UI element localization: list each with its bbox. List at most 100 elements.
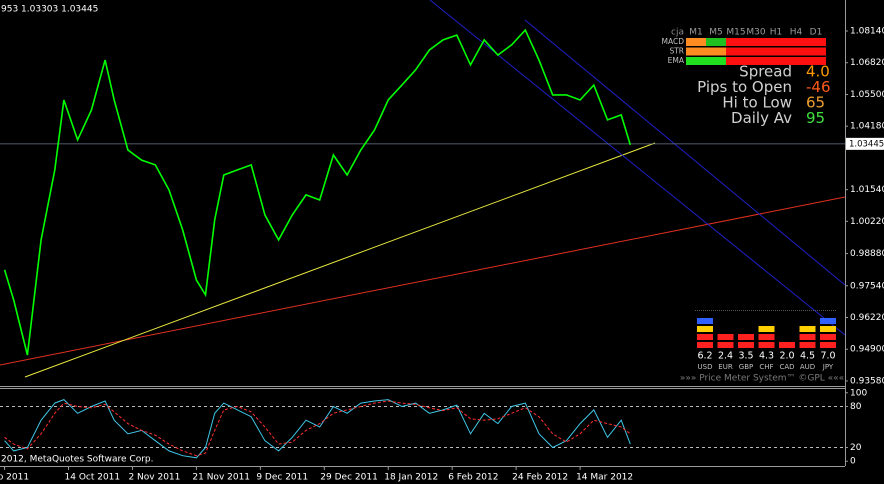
signal-cell bbox=[726, 47, 746, 56]
signal-cell bbox=[806, 47, 826, 56]
current-price-box bbox=[846, 137, 884, 150]
y-tick-label: 0.93580 bbox=[850, 376, 884, 386]
y-tick-label: 0.97540 bbox=[850, 281, 884, 291]
trendline bbox=[0, 196, 846, 366]
x-tick-label: 14 Oct 2011 bbox=[65, 473, 121, 483]
x-tick-label: 16 Sep 2011 bbox=[0, 473, 29, 483]
signal-cell bbox=[786, 57, 806, 65]
y-tick-label: 1.06820 bbox=[850, 58, 884, 68]
x-tick-label: 6 Feb 2012 bbox=[448, 473, 498, 483]
signal-cell bbox=[766, 38, 786, 46]
meter-value: 6.2 bbox=[697, 351, 712, 362]
meter-value: 3.5 bbox=[738, 351, 753, 362]
x-tick-label: 14 Mar 2012 bbox=[576, 473, 633, 483]
meter-footer: »»» Price Meter System™ ©GPL ««« bbox=[680, 374, 844, 384]
stat-value: 4.0 bbox=[806, 63, 830, 81]
meter-label: GBP bbox=[739, 363, 753, 371]
series-line bbox=[4, 399, 631, 459]
signal-cell bbox=[686, 38, 706, 46]
x-tick-label: 21 Nov 2011 bbox=[192, 473, 250, 483]
meter-block bbox=[799, 326, 816, 332]
y-tick-label: 1.04180 bbox=[850, 122, 884, 132]
meter-block bbox=[697, 342, 713, 348]
signal-cell bbox=[726, 38, 746, 46]
meter-block bbox=[697, 326, 713, 332]
meter-block bbox=[820, 318, 836, 324]
y-tick-label: 1.01540 bbox=[850, 185, 884, 195]
meter-value: 7.0 bbox=[820, 351, 835, 362]
y-tick-label: 0.94900 bbox=[850, 345, 884, 355]
y-tick-label: 1.00220 bbox=[850, 217, 884, 227]
x-tick-label: 18 Jan 2012 bbox=[384, 473, 438, 483]
meter-block bbox=[738, 334, 754, 340]
stat-value: 65 bbox=[806, 94, 825, 112]
x-tick-label: 2 Nov 2011 bbox=[128, 473, 180, 483]
meter-value: 4.3 bbox=[759, 351, 774, 362]
y-tick-label: 80 bbox=[850, 402, 862, 412]
x-tick-label: 29 Dec 2011 bbox=[320, 473, 378, 483]
row-label: STR bbox=[669, 47, 684, 56]
timeframe-label: M30 bbox=[746, 28, 765, 38]
channel-line bbox=[429, 0, 846, 336]
signal-cell bbox=[766, 47, 786, 56]
meter-label: USD bbox=[698, 363, 713, 371]
signal-cell bbox=[726, 57, 746, 65]
copyright: 2012, MetaQuotes Software Corp. bbox=[1, 455, 153, 465]
signal-cell bbox=[746, 47, 766, 56]
signal-cell bbox=[806, 38, 826, 46]
stat-label: Pips to Open bbox=[697, 78, 792, 96]
y-tick-label: 100 bbox=[850, 388, 867, 398]
timeframe-label: H4 bbox=[790, 28, 803, 38]
stat-label: Hi to Low bbox=[722, 94, 792, 112]
y-tick-label: 20 bbox=[850, 443, 862, 453]
y-tick-label: 1.05500 bbox=[850, 90, 884, 100]
meter-block bbox=[820, 334, 836, 340]
signal-cell bbox=[806, 57, 826, 65]
signal-cell bbox=[746, 38, 766, 46]
signal-cell bbox=[686, 57, 706, 65]
meter-block bbox=[697, 334, 713, 340]
y-tick-label: 0 bbox=[850, 457, 856, 467]
meter-label: EUR bbox=[718, 363, 733, 371]
signal-cell bbox=[746, 57, 766, 65]
meter-block bbox=[799, 334, 816, 340]
meter-label: CHF bbox=[759, 363, 773, 371]
row-label: EMA bbox=[668, 56, 685, 65]
series-line bbox=[4, 400, 631, 457]
header-text: 953 1.03303 1.03445 bbox=[1, 5, 98, 15]
meter-block bbox=[758, 334, 775, 340]
current-price-label: 1.03445 bbox=[849, 139, 884, 149]
meter-block bbox=[779, 342, 795, 348]
meter-value: 2.4 bbox=[718, 351, 733, 362]
plot-area bbox=[0, 28, 845, 459]
y-tick-label: 1.08140 bbox=[850, 27, 884, 37]
stat-label: Daily Av bbox=[731, 109, 792, 127]
panel-title: cja bbox=[671, 28, 684, 38]
timeframe-label: M1 bbox=[689, 28, 703, 38]
stat-label: Spread bbox=[739, 63, 792, 81]
stat-value: -46 bbox=[806, 78, 831, 96]
signal-cell bbox=[706, 57, 726, 65]
signal-cell bbox=[766, 57, 786, 65]
y-tick-label: 0.96220 bbox=[850, 313, 884, 323]
signal-cell bbox=[786, 47, 806, 56]
y-tick-label: 0.98880 bbox=[850, 249, 884, 259]
meter-block bbox=[717, 334, 734, 340]
timeframe-label: M5 bbox=[709, 28, 723, 38]
signal-cell bbox=[706, 47, 726, 56]
meter-label: AUD bbox=[800, 363, 815, 371]
meter-block bbox=[758, 326, 775, 332]
meter-block bbox=[738, 342, 754, 348]
meter-block bbox=[717, 342, 734, 348]
channel-line bbox=[524, 19, 846, 286]
meter-block bbox=[697, 318, 713, 324]
meter-block bbox=[820, 326, 836, 332]
meter-label: JPY bbox=[822, 363, 834, 371]
price-line bbox=[3, 28, 632, 356]
signal-cell bbox=[706, 38, 726, 46]
timeframe-label: D1 bbox=[810, 28, 823, 38]
meter-block bbox=[758, 342, 775, 348]
